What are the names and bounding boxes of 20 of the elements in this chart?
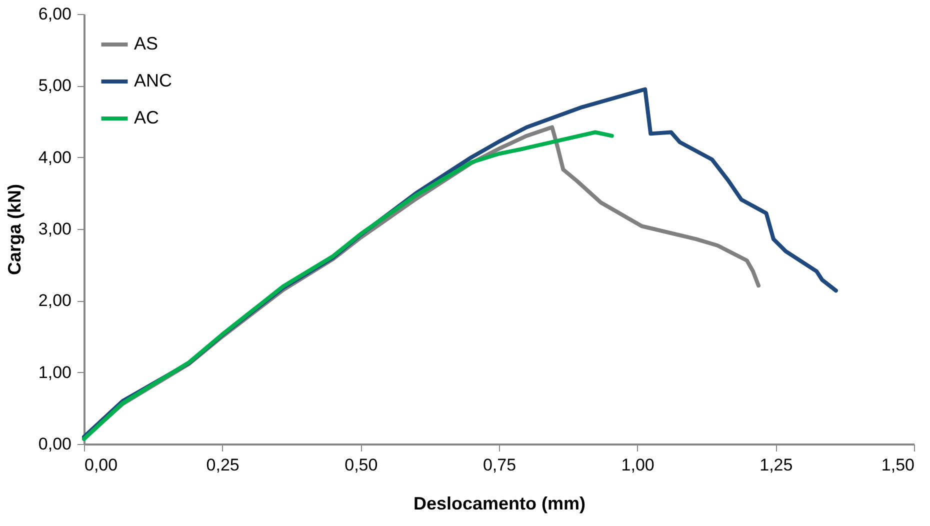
y-axis-title: Carga (kN) (4, 184, 24, 276)
y-tick-label: 4,00 (38, 148, 72, 167)
legend-label: AC (134, 108, 160, 128)
x-tick-label: 0,75 (482, 456, 516, 474)
y-tick-label: 5,00 (38, 76, 72, 96)
line-series (82, 130, 614, 441)
x-tick-label: 0,00 (84, 456, 118, 474)
y-tick-label: 6,00 (38, 4, 72, 24)
legend-label: ANC (134, 70, 172, 90)
y-tick-label: 2,00 (38, 291, 72, 310)
x-tick-label: 1,50 (881, 456, 914, 474)
x-axis-title: Deslocamento (mm) (413, 494, 586, 514)
x-tick-label: 1,00 (621, 456, 654, 474)
x-tick-label: 1,25 (760, 456, 793, 474)
y-tick-label: 1,00 (38, 362, 72, 382)
y-tick-label: 0,00 (38, 434, 72, 454)
y-tick-label: 3,00 (38, 220, 72, 238)
x-tick-label: 0,25 (206, 456, 240, 474)
legend-label: AS (134, 34, 158, 54)
x-tick-label: 0,50 (344, 456, 378, 474)
